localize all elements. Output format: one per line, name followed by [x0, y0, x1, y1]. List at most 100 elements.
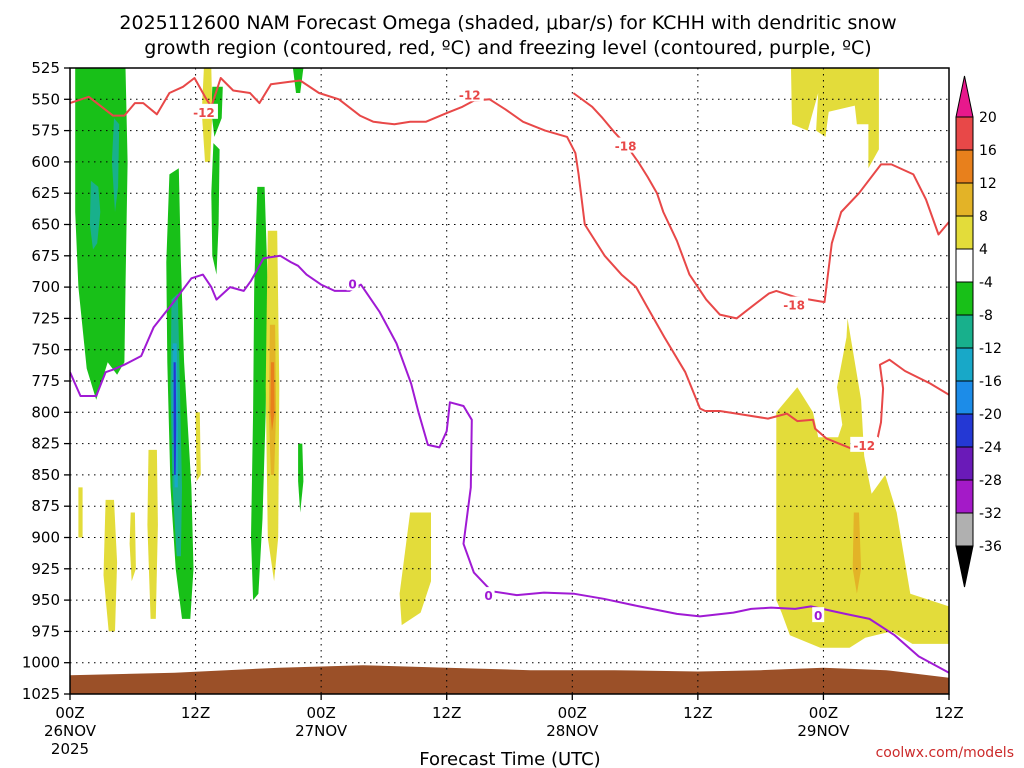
- colorbar-segment: [955, 413, 974, 448]
- contour-label-bg: [812, 607, 825, 623]
- contour-lines: [70, 77, 949, 674]
- colorbar-label: 16: [979, 143, 997, 159]
- y-tick-label: 750: [31, 341, 60, 359]
- colorbar-bottom-triangle: [955, 545, 974, 588]
- colorbar-segment: [955, 347, 974, 382]
- x-tick-label: 00Z: [55, 704, 84, 722]
- surface-terrain: [70, 665, 949, 694]
- contour-label: 0: [814, 609, 822, 623]
- x-tick-label: 00Z: [558, 704, 587, 722]
- y-tick-label: 950: [31, 591, 60, 609]
- y-tick-label: 575: [31, 122, 60, 140]
- x-axis-label: Forecast Time (UTC): [419, 749, 600, 768]
- y-tick-label: 550: [31, 90, 60, 108]
- colorbar-segment: [955, 149, 974, 184]
- y-tick-label: 900: [31, 529, 60, 547]
- colorbar-label: 20: [979, 110, 997, 126]
- contour-label: -18: [615, 140, 637, 154]
- contour-label: 0: [484, 589, 492, 603]
- x-tick-label: 12Z: [934, 704, 963, 722]
- y-tick-label: 800: [31, 403, 60, 421]
- omega-region-2: [111, 118, 120, 212]
- colorbar-segment: [955, 380, 974, 415]
- colorbar-label: -24: [979, 440, 1002, 456]
- omega-region-22: [791, 68, 879, 169]
- y-tick-label: 675: [31, 247, 60, 265]
- x-tick-label: 00Z: [809, 704, 838, 722]
- contour-label-bg: [455, 86, 484, 102]
- colorbar-segment: [955, 512, 974, 547]
- x-tick-date: 27NOV: [295, 722, 348, 740]
- contour-label: -12: [853, 439, 875, 453]
- x-tick-label: 12Z: [181, 704, 210, 722]
- grid-lines: [70, 68, 949, 694]
- colorbar-label: -36: [979, 539, 1002, 555]
- y-tick-label: 975: [31, 622, 60, 640]
- dgz-contour-1: [572, 92, 949, 320]
- omega-region-17: [103, 499, 118, 632]
- dgz-contour-0: [70, 77, 949, 451]
- x-tick-year: 2025: [51, 740, 89, 758]
- colorbar-label: -16: [979, 374, 1002, 390]
- y-axis: 525 550 575 600 625 650 675 700 725 750 775 800 825 8…: [22, 59, 70, 703]
- colorbar-label: 12: [979, 176, 997, 192]
- y-tick-label: 525: [31, 59, 60, 77]
- chart-title-line1: 2025112600 NAM Forecast Omega (shaded, μ…: [119, 12, 896, 34]
- terrain-fill: [70, 665, 949, 694]
- y-tick-label: 775: [31, 372, 60, 390]
- contour-label: -12: [193, 106, 215, 120]
- colorbar-label: -4: [979, 275, 993, 291]
- contour-label-bg: [346, 275, 359, 291]
- x-tick-label: 12Z: [683, 704, 712, 722]
- contour-label: 0: [348, 277, 356, 291]
- y-tick-label: 850: [31, 466, 60, 484]
- colorbar-label: -8: [979, 308, 993, 324]
- y-tick-label: 725: [31, 309, 60, 327]
- y-tick-label: 1025: [22, 685, 60, 703]
- y-tick-label: 925: [31, 560, 60, 578]
- x-tick-date: 26NOV: [44, 722, 97, 740]
- x-tick-date: 28NOV: [546, 722, 599, 740]
- contour-labels: -12 -12 -18 -18 -12 0 0 0: [189, 86, 879, 623]
- colorbar-segment: [955, 215, 974, 250]
- colorbar-segment: [955, 479, 974, 514]
- colorbar-segment: [955, 116, 974, 151]
- colorbar-label: 8: [979, 209, 988, 225]
- colorbar: 20 16 12 8 4 -4 -8 -12 -16 -20 -24 -28 -32 -36: [955, 75, 1002, 588]
- omega-region-9: [251, 186, 268, 601]
- omega-region-21: [399, 512, 431, 626]
- y-tick-label: 700: [31, 278, 60, 296]
- x-tick-label: 12Z: [432, 704, 461, 722]
- omega-shading: [75, 68, 949, 648]
- contour-label-bg: [780, 296, 809, 312]
- omega-region-16: [78, 487, 83, 538]
- omega-region-18: [129, 512, 136, 582]
- colorbar-label: -28: [979, 473, 1002, 489]
- y-tick-label: 825: [31, 435, 60, 453]
- colorbar-label: 4: [979, 242, 988, 258]
- colorbar-label: -20: [979, 407, 1002, 423]
- omega-region-19: [147, 449, 158, 619]
- x-tick-date: 29NOV: [797, 722, 850, 740]
- colorbar-label: -32: [979, 506, 1002, 522]
- colorbar-segment: [955, 248, 974, 283]
- omega-region-1: [89, 180, 101, 250]
- contour-label-bg: [611, 137, 640, 153]
- contour-label-bg: [482, 587, 495, 603]
- contour-label: -18: [783, 299, 805, 313]
- y-tick-label: 650: [31, 216, 60, 234]
- omega-region-6: [173, 362, 177, 475]
- colorbar-top-triangle: [955, 75, 974, 118]
- y-tick-label: 600: [31, 153, 60, 171]
- y-tick-label: 1000: [22, 654, 60, 672]
- omega-region-20: [195, 412, 201, 482]
- contour-label: -12: [459, 88, 481, 102]
- colorbar-segment: [955, 446, 974, 481]
- colorbar-segment: [955, 182, 974, 217]
- omega-region-15: [270, 362, 275, 432]
- x-tick-label: 00Z: [306, 704, 335, 722]
- omega-region-24: [852, 512, 862, 594]
- colorbar-label: -12: [979, 341, 1002, 357]
